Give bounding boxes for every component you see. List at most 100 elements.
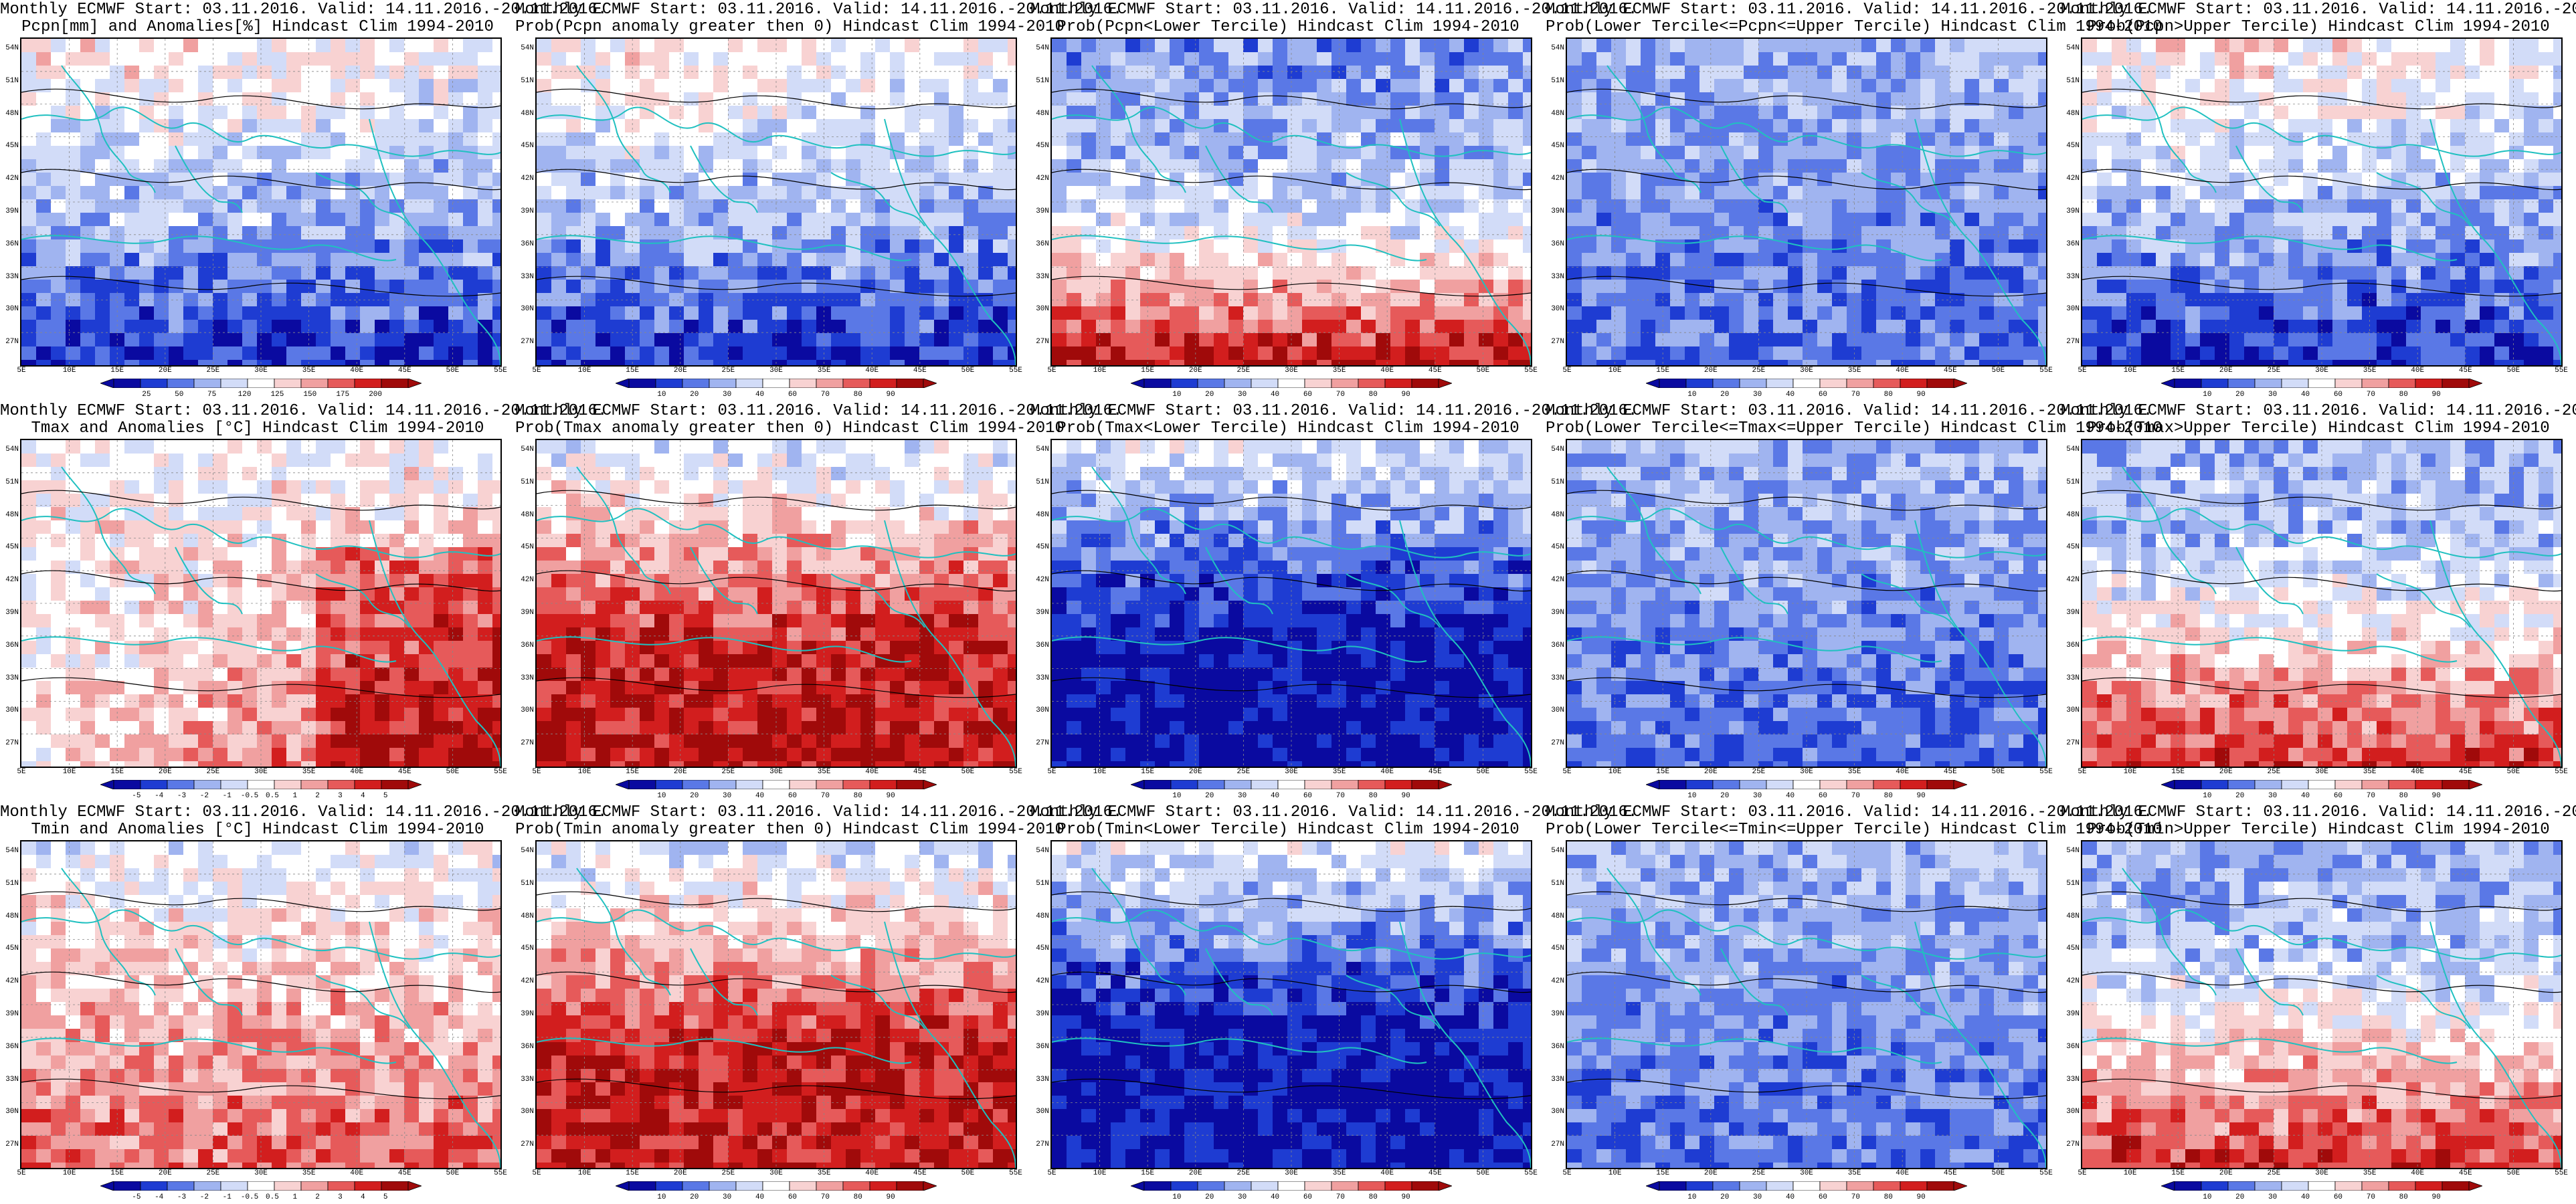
field-cell [404,587,420,601]
field-cell [1773,346,1788,361]
field-cell [124,614,140,628]
field-cell [1803,333,1818,347]
field-cell [1832,52,1847,66]
field-cell [1449,186,1465,200]
field-cell [1096,173,1111,187]
field-cell [846,52,861,66]
field-cell [124,132,140,146]
latitude-label: 30N [1551,305,1564,314]
field-cell [1390,226,1406,240]
colorbar-tick-label: 70 [1851,391,1860,399]
field-cell [331,627,346,641]
field-cell [1111,79,1126,93]
field-cell [478,507,493,521]
field-cell [1111,320,1126,334]
field-cell [625,306,640,320]
field-cell [1376,79,1391,93]
field-cell [1744,280,1759,294]
field-cell [2524,132,2539,146]
field-cell [375,320,390,334]
colorbar-swatch [1873,379,1901,388]
field-cell [684,320,699,334]
field-cell [669,199,684,213]
field-cell [934,239,949,254]
field-cell [1729,239,1744,254]
field-cell [2288,346,2304,361]
field-cell [2141,280,2156,294]
field-cell [183,454,199,468]
field-cell [1199,253,1214,267]
field-cell [1317,146,1332,160]
field-cell [492,360,500,365]
colorbar-tick-label: 75 [207,391,217,399]
latitude-label: 54N [521,44,534,52]
field-cell [95,320,110,334]
field-cell [2097,92,2112,106]
field-cell [2200,360,2215,365]
field-cell [640,106,655,120]
field-cell [919,39,935,53]
field-cell [1111,333,1126,347]
field-cell [1964,199,1980,213]
field-cell [831,66,846,80]
colorbar-tick-label: 200 [369,391,383,399]
field-cell [919,159,935,173]
field-cell [2274,320,2289,334]
field-cell [51,159,66,173]
field-cell [551,39,567,53]
field-cell [2377,39,2392,53]
field-cell [2009,92,2024,106]
field-cell [95,454,110,468]
field-cell [2185,146,2201,160]
field-cell [419,454,434,468]
field-cell [2215,266,2230,280]
field-cell [1493,239,1509,254]
field-cell [1052,132,1067,146]
field-cell [1994,66,2009,80]
field-cell [242,467,258,481]
field-cell [139,467,155,481]
field-cell [2274,346,2289,361]
field-cell [1111,226,1126,240]
longitude-label: 40E [865,367,879,375]
field-cell [1228,239,1244,254]
field-cell [905,226,920,240]
field-cell [1773,199,1788,213]
field-cell [713,173,729,187]
field-cell [124,226,140,240]
field-cell [2362,186,2377,200]
field-cell [331,199,346,213]
field-cell [1508,266,1524,280]
field-cell [389,253,405,267]
field-cell [1184,52,1200,66]
field-cell [375,266,390,280]
field-cell [286,346,302,361]
field-cell [934,52,949,66]
field-cell [669,293,684,307]
field-cell [1699,159,1715,173]
field-cell [1685,106,1700,120]
field-cell [581,266,596,280]
field-cell [1052,119,1067,133]
field-cell [2406,119,2421,133]
field-cell [1420,146,1435,160]
field-cell [360,601,375,615]
field-cell [875,293,891,307]
field-cell [448,346,464,361]
field-cell [1361,119,1376,133]
colorbar-swatch [2361,379,2389,388]
field-cell [66,186,81,200]
field-cell [949,199,964,213]
field-cell [1832,306,1847,320]
field-cell [1891,293,1906,307]
field-cell [2318,52,2333,66]
field-cell [1008,39,1016,53]
field-cell [2082,346,2098,361]
field-cell [463,173,478,187]
field-cell [2524,346,2539,361]
field-cell [1876,320,1892,334]
field-cell [566,360,581,365]
field-cell [2450,132,2466,146]
field-cell [1655,92,1671,106]
field-cell [1302,52,1317,66]
